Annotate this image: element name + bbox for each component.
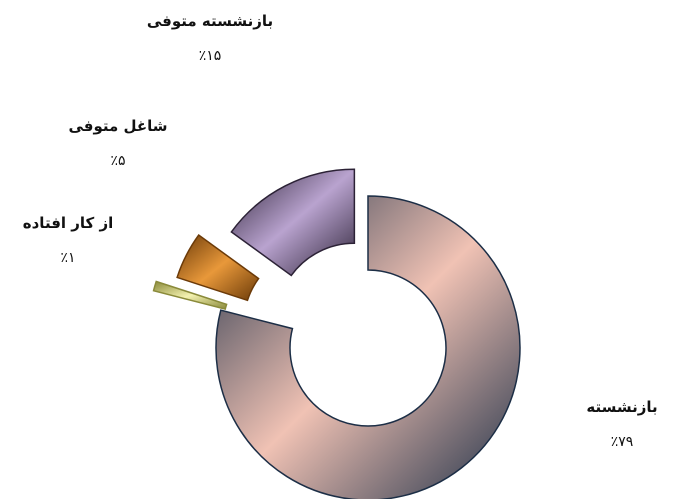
label-deceased-employee: شاغل متوفی ٪۵ (68, 117, 167, 169)
slice-value-retired: ٪۷۹ (610, 434, 634, 450)
slice-retired (215, 195, 521, 499)
label-retired: بازنشسته ٪۷۹ (586, 398, 657, 450)
label-deceased-retired: بازنشسته متوفی ٪۱۵ (147, 12, 273, 64)
slice-deceased-retired (230, 168, 356, 277)
slice-label-retired: بازنشسته (586, 398, 658, 416)
slice-value-deceased-employee: ٪۵ (110, 153, 126, 169)
slice-deceased-employee (176, 234, 260, 302)
slice-label-deceased-employee: شاغل متوفی (68, 117, 168, 135)
slice-disabled (152, 280, 228, 310)
slice-value-deceased-retired: ٪۱۵ (198, 48, 222, 64)
slice-label-disabled: از کار افتاده (22, 214, 114, 232)
label-disabled: از کار افتاده ٪۱ (23, 214, 113, 266)
slice-value-disabled: ٪۱ (60, 250, 76, 266)
slices-layer (152, 168, 521, 499)
slice-label-deceased-retired: بازنشسته متوفی (146, 12, 274, 30)
